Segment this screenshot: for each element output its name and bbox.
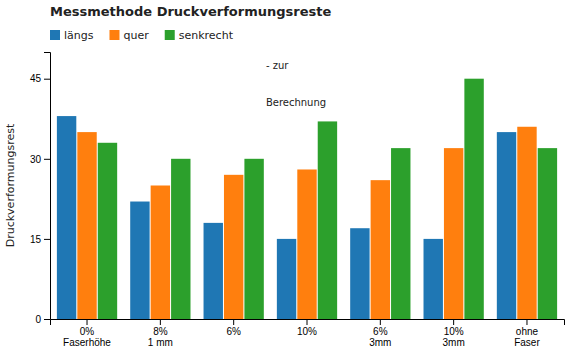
tick-mark: [453, 319, 454, 325]
bar: [424, 239, 443, 319]
bar: [391, 148, 410, 319]
tick-label-line: Faser: [514, 337, 540, 348]
tick-mark: [233, 319, 234, 325]
bar: [224, 175, 243, 319]
tick-label-line: 0%: [80, 326, 95, 337]
legend-swatch: [50, 30, 60, 40]
axis-line: [44, 53, 51, 320]
tick-mark: [526, 319, 527, 325]
bar: [98, 143, 117, 319]
tick-mark: [160, 319, 161, 325]
tick-label-line: 10%: [297, 326, 317, 337]
tick-label: 0%Faserhöhe: [63, 326, 111, 348]
x-tick: 8%1 mm: [148, 319, 173, 348]
annotation: - zur: [266, 60, 289, 71]
tick-mark: [44, 319, 50, 320]
x-tick: 6%: [226, 319, 241, 337]
tick-label-line: 1 mm: [148, 337, 173, 348]
series: [98, 79, 557, 319]
tick-mark: [44, 239, 50, 240]
bar: [171, 159, 190, 319]
legend-swatch: [165, 30, 175, 40]
tick-label-line: 8%: [153, 326, 168, 337]
legend: längs quer senkrecht: [50, 29, 234, 42]
tick-label-line: 6%: [373, 326, 388, 337]
y-axis-title: Druckverformungsrest: [4, 123, 17, 247]
tick-mark: [307, 319, 308, 325]
legend-item: quer: [109, 29, 149, 42]
bar: [371, 180, 390, 319]
series: [57, 116, 516, 319]
bar: [130, 202, 149, 319]
chart: Messmethode Druckverformungsreste längs qu…: [0, 0, 576, 357]
legend-item: senkrecht: [165, 29, 234, 42]
tick-label: 30: [30, 154, 42, 165]
bar: [497, 132, 516, 319]
bar: [464, 79, 483, 319]
tick-label-line: 6%: [226, 326, 241, 337]
bar: [151, 186, 170, 320]
plot: 01530450%Faserhöhe8%1 mm6%10%6%3mm10%3mm…: [30, 53, 565, 349]
legend-label: längs: [64, 29, 94, 42]
tick-mark: [44, 79, 50, 80]
bar: [538, 148, 557, 319]
title: Messmethode Druckverformungsreste: [50, 4, 331, 19]
tick-label: 45: [30, 73, 42, 84]
tick-label-line: 3mm: [369, 337, 391, 348]
x-tick: 0%Faserhöhe: [63, 319, 111, 348]
tick-label: 10%3mm: [443, 326, 465, 348]
x-tick: ohneFaser: [514, 319, 540, 348]
tick-label-line: 10%: [444, 326, 464, 337]
bar: [517, 127, 536, 319]
tick-mark: [44, 159, 50, 160]
y-tick: 15: [30, 234, 50, 245]
tick-label: 0: [35, 314, 41, 325]
tick-label: 8%1 mm: [148, 326, 173, 348]
annotation: Berechnung: [266, 97, 326, 108]
y-tick: 30: [30, 154, 50, 165]
x-tick: 10%: [297, 319, 317, 337]
bar: [297, 169, 316, 319]
tick-label: 6%: [226, 326, 241, 337]
bar: [444, 148, 463, 319]
legend-item: längs: [50, 29, 94, 42]
bar: [57, 116, 76, 319]
tick-label: ohneFaser: [514, 326, 540, 348]
tick-label: 10%: [297, 326, 317, 337]
x-axis: 0%Faserhöhe8%1 mm6%10%6%3mm10%3mmohneFas…: [51, 319, 565, 348]
tick-label-line: 3mm: [443, 337, 465, 348]
axis-line: [51, 320, 565, 326]
y-axis: 0 15 30 45: [30, 53, 51, 325]
tick-label: 6%3mm: [369, 326, 391, 348]
bar: [244, 159, 263, 319]
tick-mark: [87, 319, 88, 325]
bar: [277, 239, 296, 319]
legend-label: senkrecht: [179, 29, 234, 42]
y-tick: 45: [30, 73, 50, 84]
y-tick: 0: [35, 314, 50, 325]
bars: [57, 79, 557, 319]
bar: [77, 132, 96, 319]
legend-label: quer: [123, 29, 149, 42]
tick-mark: [380, 319, 381, 325]
tick-label-line: ohne: [516, 326, 539, 337]
tick-label: 15: [30, 234, 42, 245]
x-tick: 6%3mm: [369, 319, 391, 348]
legend-swatch: [109, 30, 119, 40]
x-tick: 10%3mm: [443, 319, 465, 348]
bar: [318, 121, 337, 319]
bar: [350, 228, 369, 319]
bar: [204, 223, 223, 319]
tick-label-line: Faserhöhe: [63, 337, 111, 348]
